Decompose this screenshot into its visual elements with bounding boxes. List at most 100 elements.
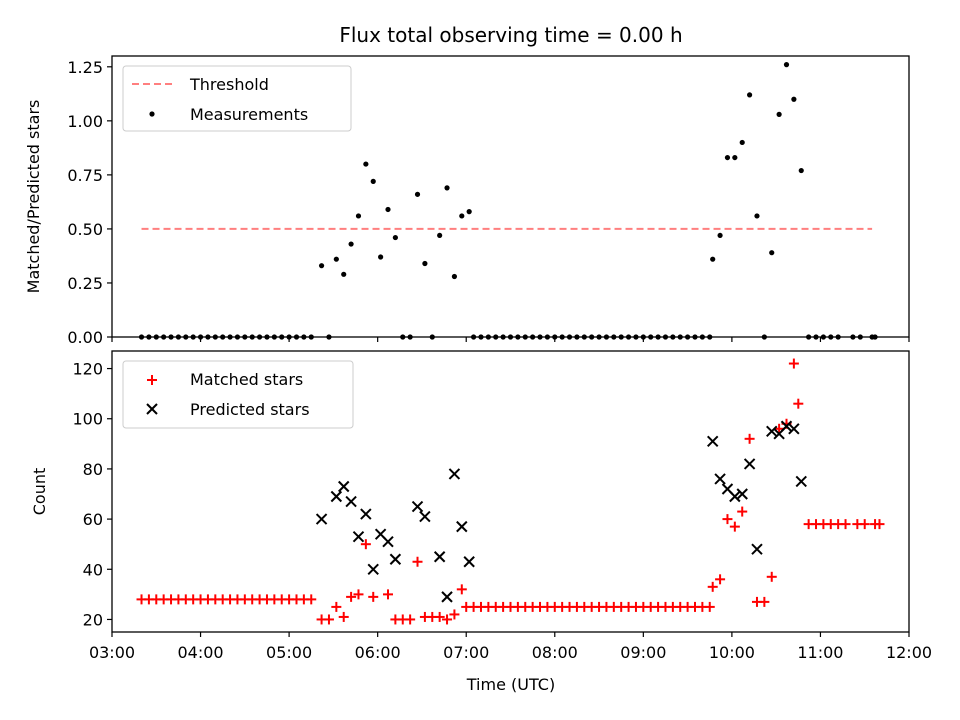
- legend-predicted-marker-b: [146, 403, 158, 415]
- predicted-star-point-b: [374, 528, 387, 540]
- matched-star-point: [346, 591, 357, 602]
- top-plot-frame: [111, 55, 910, 338]
- predicted-star-point-b: [795, 475, 807, 488]
- predicted-star-point-b: [456, 520, 468, 533]
- measurement-point: [348, 241, 354, 247]
- predicted-star-point: [729, 490, 741, 503]
- measurement-point: [318, 263, 325, 269]
- x-axis-label: Time (UTC): [466, 675, 555, 694]
- matched-star-point: [766, 571, 777, 582]
- matched-star-point: [793, 398, 804, 409]
- bottom-y-tick-label: 20: [83, 610, 103, 629]
- legend-matched-swatch: [147, 375, 157, 385]
- predicted-star-point: [795, 475, 807, 488]
- predicted-star-point: [441, 591, 453, 603]
- predicted-star-point-b: [360, 508, 372, 520]
- predicted-star-point-b: [441, 591, 453, 603]
- matched-star-point: [306, 594, 317, 605]
- measurement-point: [422, 260, 428, 267]
- matched-star-point: [360, 539, 371, 550]
- bottom-y-tick-label: 100: [72, 410, 103, 429]
- x-tick-label: 11:00: [797, 643, 843, 662]
- predicted-star-point-b: [721, 483, 734, 495]
- matched-star-point: [323, 614, 334, 625]
- measurement-point: [732, 154, 738, 161]
- matched-star-point: [788, 358, 799, 369]
- matched-star-point: [331, 601, 342, 612]
- bottom-plot-marks: [136, 358, 885, 625]
- predicted-star-point: [743, 458, 756, 470]
- predicted-star-point-b: [706, 435, 719, 448]
- matched-star-point: [729, 521, 740, 532]
- matched-star-point: [774, 423, 785, 434]
- measurement-point: [333, 256, 339, 262]
- top-y-tick-label: 0.25: [67, 274, 103, 293]
- matched-star-point: [449, 609, 460, 620]
- legend-measurements-label: Measurements: [190, 105, 308, 124]
- predicted-star-point-b: [448, 468, 461, 480]
- predicted-star-point: [456, 520, 468, 533]
- predicted-star-point: [419, 510, 431, 523]
- x-tick-label: 03:00: [89, 643, 135, 662]
- measurement-point: [747, 92, 753, 98]
- predicted-star-point-b: [419, 510, 431, 523]
- top-y-tick-label: 0.50: [67, 220, 103, 239]
- predicted-star-point-b: [345, 495, 357, 508]
- predicted-star-point: [315, 513, 328, 525]
- legend-measurements-swatch: [149, 111, 155, 117]
- top-y-tick-label: 1.25: [67, 58, 103, 77]
- top-y-tick-label: 0.00: [67, 328, 103, 347]
- predicted-star-point: [411, 500, 424, 513]
- predicted-star-point: [448, 468, 461, 480]
- predicted-star-point: [345, 495, 357, 508]
- predicted-star-point: [382, 535, 394, 548]
- legend-matched-marker: [147, 375, 157, 385]
- matched-star-point: [840, 519, 851, 530]
- x-tick-label: 12:00: [886, 643, 932, 662]
- measurement-point: [385, 206, 391, 213]
- predicted-star-point-b: [382, 535, 394, 548]
- predicted-star-point-b: [766, 425, 778, 437]
- measurement-point: [791, 96, 797, 102]
- predicted-star-point: [766, 425, 778, 437]
- measurement-point: [370, 178, 376, 184]
- predicted-star-point: [788, 423, 800, 435]
- predicted-star-point-b: [714, 473, 726, 485]
- predicted-star-point-b: [411, 500, 424, 513]
- predicted-star-point: [367, 563, 379, 575]
- bottom-y-tick-label: 40: [83, 560, 103, 579]
- predicted-star-point-b: [367, 563, 379, 575]
- legend-predicted-label: Predicted stars: [190, 400, 310, 419]
- matched-star-point: [707, 581, 718, 592]
- legend-threshold-label: Threshold: [189, 75, 269, 94]
- bottom-y-axis-label: Count: [30, 468, 49, 516]
- measurement-point: [341, 271, 347, 277]
- measurement-point: [798, 167, 804, 174]
- predicted-star-point: [338, 480, 350, 493]
- matched-star-point: [456, 584, 467, 595]
- measurement-point: [717, 232, 723, 239]
- measurement-point: [392, 234, 398, 241]
- matched-star-point: [874, 519, 885, 530]
- predicted-star-point: [360, 508, 372, 520]
- predicted-star-point-b: [751, 543, 763, 555]
- legend-matched-label: Matched stars: [190, 370, 303, 389]
- top-y-tick-label: 1.00: [67, 112, 103, 131]
- x-tick-label: 09:00: [620, 643, 666, 662]
- measurement-point: [769, 250, 775, 256]
- predicted-star-point-b: [315, 513, 328, 525]
- predicted-star-point: [706, 435, 719, 448]
- measurement-point: [710, 256, 716, 262]
- measurement-point: [466, 209, 472, 215]
- measurement-point: [754, 213, 760, 219]
- bottom-y-tick-label: 120: [72, 360, 103, 379]
- measurement-point: [724, 154, 731, 161]
- predicted-star-point-b: [338, 480, 350, 493]
- predicted-star-point: [352, 530, 365, 543]
- predicted-star-point-b: [743, 458, 756, 470]
- measurement-point: [355, 213, 362, 219]
- predicted-star-point-b: [433, 551, 446, 563]
- bottom-y-tick-label: 80: [83, 460, 103, 479]
- predicted-star-point-b: [736, 488, 748, 500]
